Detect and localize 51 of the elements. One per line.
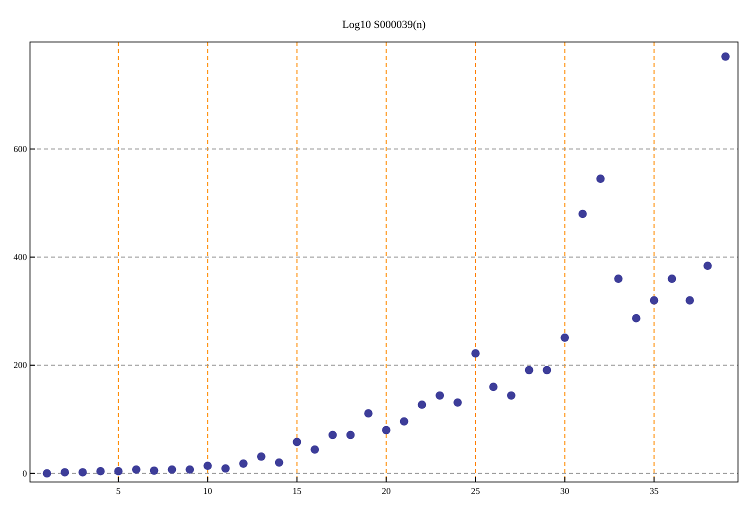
x-tick-label: 35 <box>650 486 660 496</box>
point <box>614 274 623 283</box>
y-tick-label: 600 <box>14 144 28 154</box>
point <box>596 174 605 183</box>
x-tick-label: 10 <box>203 486 213 496</box>
point <box>257 452 266 461</box>
point <box>239 459 248 468</box>
point <box>471 349 480 358</box>
point <box>203 462 212 470</box>
point <box>221 464 230 473</box>
point <box>436 391 444 400</box>
point <box>346 430 355 440</box>
point <box>186 465 194 474</box>
point <box>578 210 587 218</box>
point <box>292 438 302 446</box>
point <box>114 466 123 476</box>
x-tick-label: 20 <box>382 486 392 496</box>
point <box>60 468 70 476</box>
point <box>703 262 712 270</box>
point <box>721 52 730 61</box>
point <box>418 400 426 409</box>
point <box>650 296 658 305</box>
point <box>150 466 158 475</box>
point <box>524 366 534 374</box>
y-tick-label: 400 <box>14 252 28 262</box>
x-tick-label: 5 <box>116 486 122 496</box>
point <box>328 430 337 440</box>
point <box>78 468 87 476</box>
x-tick-label: 15 <box>292 486 302 496</box>
point <box>274 458 284 467</box>
x-tick-label: 25 <box>471 486 481 496</box>
point <box>453 398 462 407</box>
point <box>632 314 640 322</box>
x-tick-label: 30 <box>560 486 570 496</box>
point <box>132 465 140 474</box>
point <box>400 417 408 426</box>
y-tick-label: 200 <box>14 360 28 370</box>
point <box>542 366 552 374</box>
point <box>364 409 373 418</box>
y-tick-label: 0 <box>22 468 28 478</box>
point <box>560 333 569 342</box>
point <box>489 382 498 392</box>
point <box>686 296 694 305</box>
point <box>382 426 390 434</box>
point <box>507 391 516 400</box>
point <box>310 445 320 454</box>
point <box>668 274 676 283</box>
point <box>42 469 52 478</box>
point <box>96 466 105 476</box>
chart-title: Log10 S000039(n) <box>342 19 426 31</box>
point <box>168 465 176 474</box>
